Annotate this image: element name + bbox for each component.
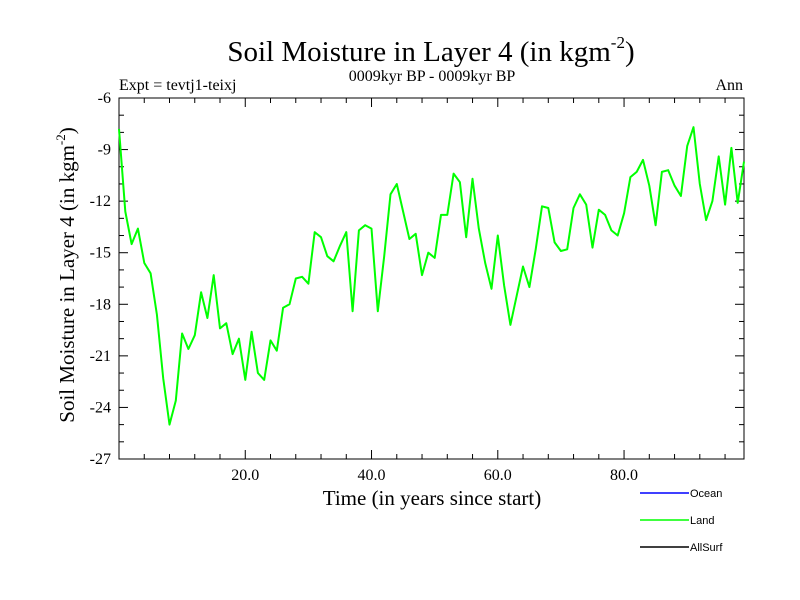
series-layer [118, 126, 745, 426]
subtitle-experiment: Expt = tevtj1-teixj [119, 77, 236, 94]
y-tick-label: -15 [90, 245, 111, 262]
x-tick-label: 20.0 [231, 467, 259, 484]
x-axis-label: Time (in years since start) [323, 486, 542, 510]
chart-title-superscript: -2 [611, 33, 625, 52]
x-tick-label: 80.0 [610, 467, 638, 484]
x-axis: 20.0 40.0 60.0 80.0 [143, 98, 726, 484]
y-tick-label: -9 [98, 142, 111, 159]
y-tick-label: -18 [90, 296, 111, 313]
chart-title-main: Soil Moisture in Layer 4 (in kgm [227, 36, 611, 68]
series-line-land [118, 126, 745, 426]
legend-label-allsurf: AllSurf [690, 542, 723, 554]
x-tick-label: 40.0 [358, 467, 386, 484]
plot-frame [118, 97, 745, 460]
y-tick-label: -21 [90, 348, 111, 365]
y-tick-label: -6 [98, 90, 111, 107]
legend-label-land: Land [690, 515, 714, 527]
x-tick-label: 60.0 [484, 467, 512, 484]
y-axis-label-superscript: -2 [53, 134, 68, 145]
y-axis: -6 -9 -12 -15 -18 -21 -24 -27 [90, 90, 744, 468]
y-axis-label-close: ) [55, 127, 79, 134]
subtitle-season: Ann [715, 77, 743, 94]
subtitle-period: 0009kyr BP - 0009kyr BP [349, 68, 516, 85]
y-tick-label: -27 [90, 451, 111, 468]
legend-label-ocean: Ocean [690, 488, 722, 500]
chart-title: Soil Moisture in Layer 4 (in kgm-2) [227, 33, 634, 68]
chart-title-close: ) [625, 36, 635, 68]
y-axis-label-main: Soil Moisture in Layer 4 (in kgm [55, 145, 79, 423]
y-tick-label: -12 [90, 193, 111, 210]
y-tick-label: -24 [90, 399, 111, 416]
legend: Ocean Land AllSurf [640, 488, 723, 554]
y-axis-label: Soil Moisture in Layer 4 (in kgm-2) [53, 127, 79, 422]
